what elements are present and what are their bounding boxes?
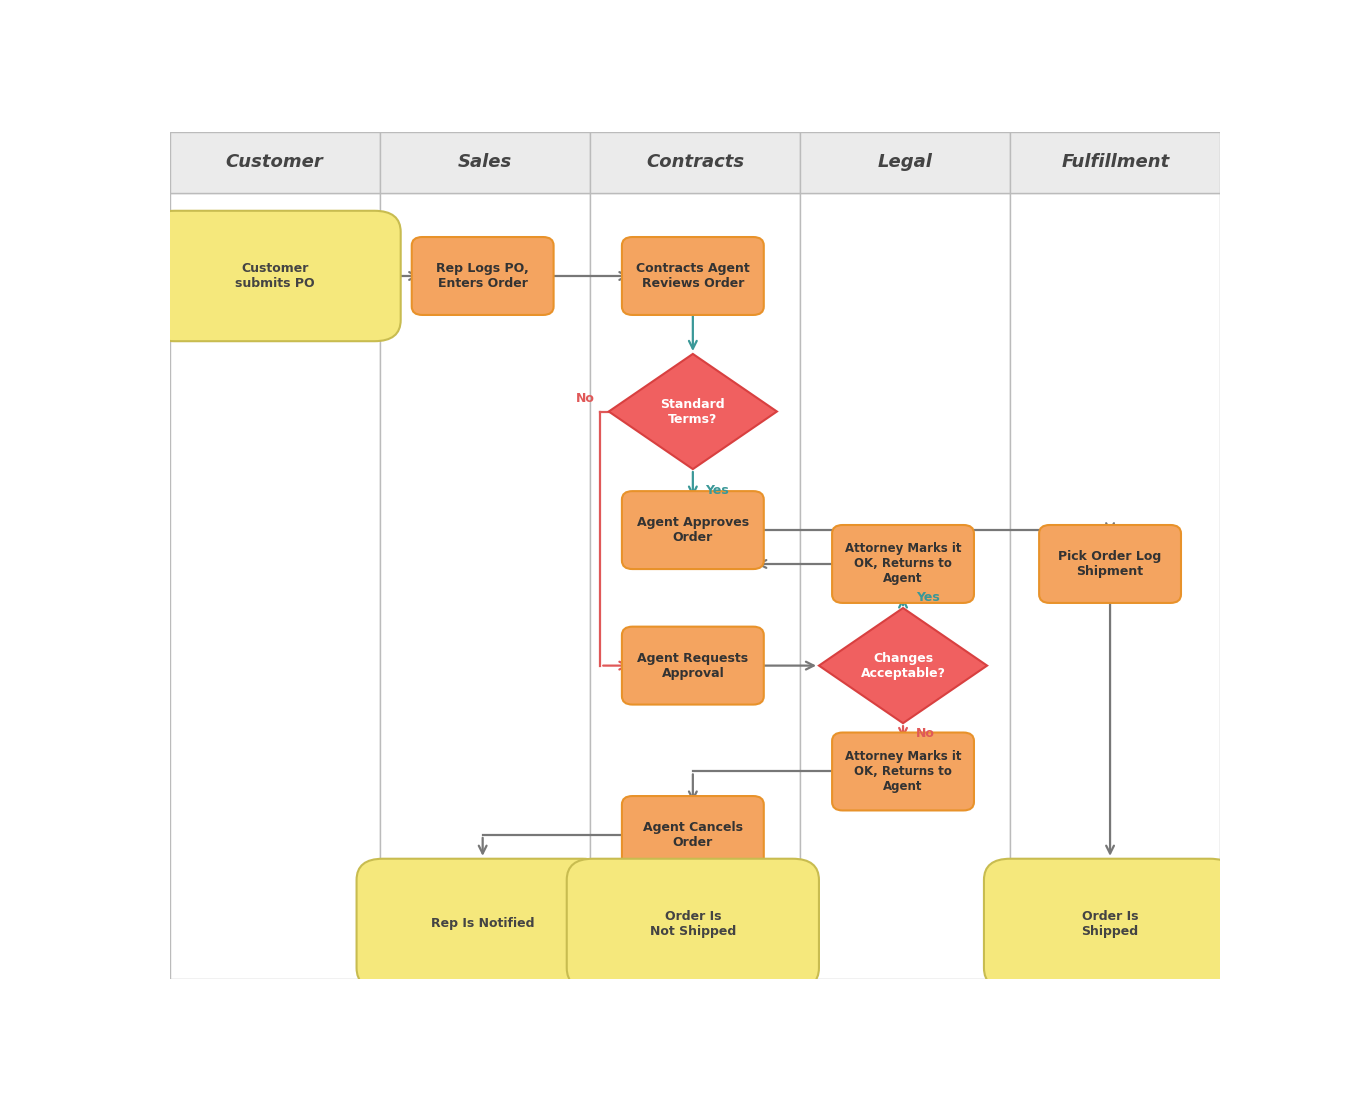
- Text: Yes: Yes: [915, 591, 940, 604]
- Text: Contracts Agent
Reviews Order: Contracts Agent Reviews Order: [636, 262, 750, 290]
- FancyBboxPatch shape: [357, 859, 609, 989]
- FancyBboxPatch shape: [412, 236, 553, 315]
- Text: Agent Cancels
Order: Agent Cancels Order: [643, 821, 743, 849]
- FancyBboxPatch shape: [1039, 525, 1181, 603]
- Text: Order Is
Not Shipped: Order Is Not Shipped: [650, 910, 736, 938]
- Text: Pick Order Log
Shipment: Pick Order Log Shipment: [1059, 550, 1162, 578]
- Text: Attorney Marks it
OK, Returns to
Agent: Attorney Marks it OK, Returns to Agent: [845, 542, 961, 585]
- Text: Contracts: Contracts: [645, 154, 744, 172]
- Text: Sales: Sales: [457, 154, 513, 172]
- FancyBboxPatch shape: [833, 525, 974, 603]
- FancyBboxPatch shape: [800, 192, 1010, 979]
- FancyBboxPatch shape: [622, 627, 763, 705]
- FancyBboxPatch shape: [590, 132, 800, 192]
- FancyBboxPatch shape: [984, 859, 1237, 989]
- FancyBboxPatch shape: [1010, 192, 1220, 979]
- FancyBboxPatch shape: [1010, 132, 1220, 192]
- FancyBboxPatch shape: [622, 796, 763, 874]
- Text: Customer: Customer: [225, 154, 324, 172]
- FancyBboxPatch shape: [622, 491, 763, 569]
- Text: Agent Approves
Order: Agent Approves Order: [637, 516, 749, 544]
- FancyBboxPatch shape: [590, 192, 800, 979]
- Text: Attorney Marks it
OK, Returns to
Agent: Attorney Marks it OK, Returns to Agent: [845, 750, 961, 793]
- FancyBboxPatch shape: [622, 236, 763, 315]
- FancyBboxPatch shape: [170, 192, 380, 979]
- FancyBboxPatch shape: [380, 132, 590, 192]
- Text: Agent Requests
Approval: Agent Requests Approval: [637, 651, 749, 680]
- Text: Rep Is Notified: Rep Is Notified: [431, 917, 534, 931]
- Text: Standard
Terms?: Standard Terms?: [660, 397, 725, 426]
- Polygon shape: [609, 354, 777, 469]
- Text: Rep Logs PO,
Enters Order: Rep Logs PO, Enters Order: [437, 262, 529, 290]
- Text: Fulfillment: Fulfillment: [1062, 154, 1169, 172]
- FancyBboxPatch shape: [149, 211, 401, 341]
- FancyBboxPatch shape: [833, 733, 974, 811]
- FancyBboxPatch shape: [170, 132, 380, 192]
- Text: Customer
submits PO: Customer submits PO: [235, 262, 315, 290]
- FancyBboxPatch shape: [567, 859, 819, 989]
- Text: Legal: Legal: [877, 154, 933, 172]
- Text: Changes
Acceptable?: Changes Acceptable?: [861, 651, 945, 680]
- Polygon shape: [819, 608, 987, 723]
- Text: Order Is
Shipped: Order Is Shipped: [1082, 910, 1139, 938]
- Text: Yes: Yes: [705, 484, 730, 497]
- FancyBboxPatch shape: [380, 192, 590, 979]
- Text: No: No: [576, 392, 595, 405]
- Text: No: No: [915, 727, 934, 740]
- FancyBboxPatch shape: [800, 132, 1010, 192]
